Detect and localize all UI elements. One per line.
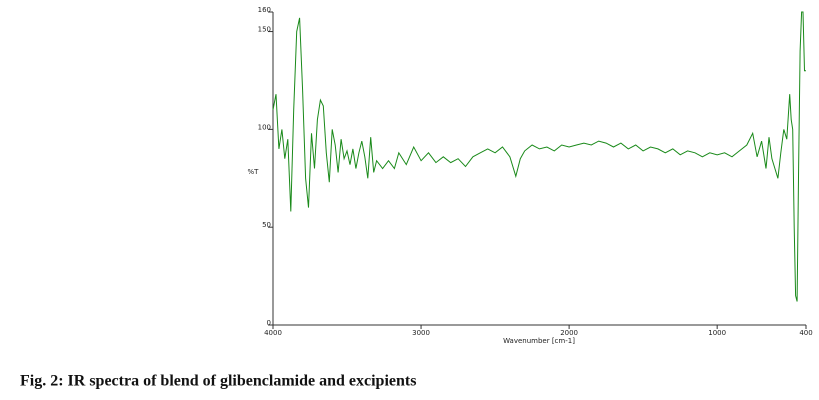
y-tick-label: 150 [258, 26, 271, 34]
x-tick-label: 3000 [412, 329, 430, 337]
y-axis-label: %T [248, 168, 260, 176]
x-tick-label: 400 [799, 329, 812, 337]
y-tick-label: 0 [267, 319, 271, 327]
x-tick-label: 1000 [708, 329, 726, 337]
x-tick-label: 2000 [560, 329, 578, 337]
caption: Fig. 2: IR spectra of blend of glibencla… [20, 373, 416, 390]
y-tick-label: 50 [262, 221, 271, 229]
y-tick-label: 100 [258, 123, 271, 131]
x-tick-label: 4000 [264, 329, 282, 337]
x-axis-label: Wavenumber [cm-1] [503, 337, 575, 345]
spectrum-line [272, 11, 806, 302]
y-tick-label: 160 [258, 6, 271, 14]
